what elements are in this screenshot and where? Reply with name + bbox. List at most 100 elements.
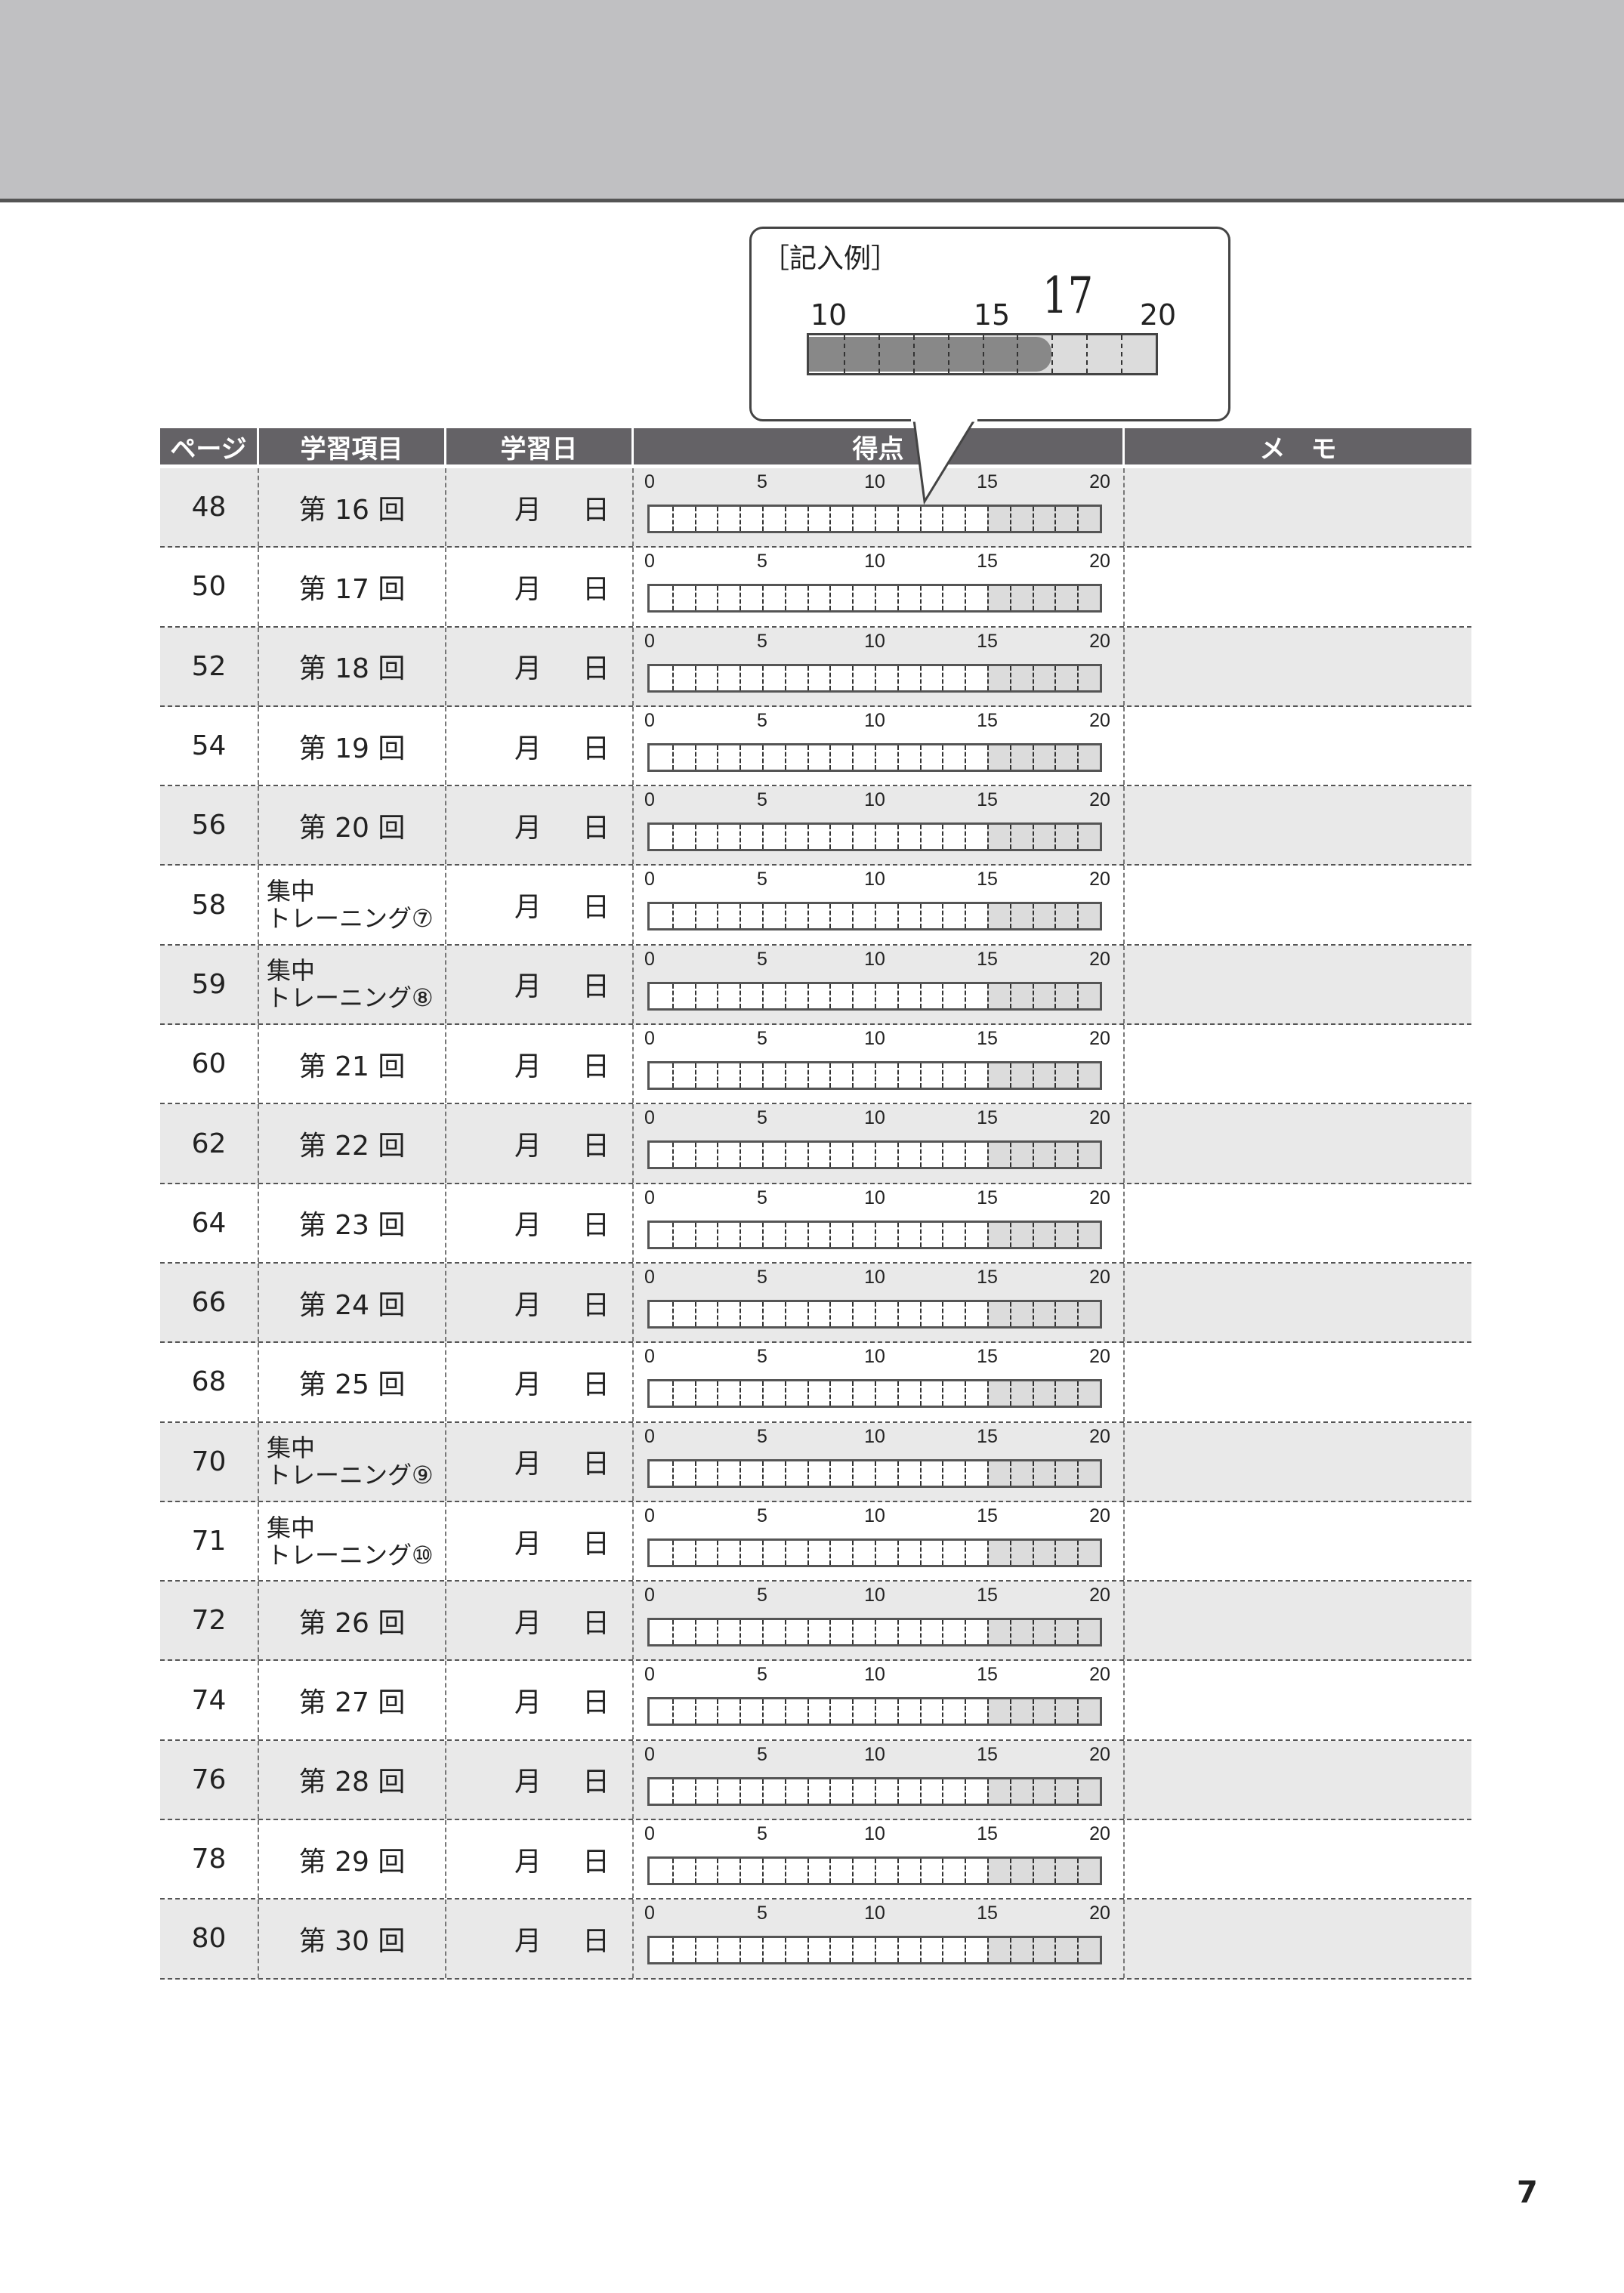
month-label: 月 bbox=[514, 733, 542, 764]
memo-cell[interactable] bbox=[1125, 1582, 1471, 1659]
score-cell[interactable]: 0 5 10 15 20 bbox=[634, 1263, 1125, 1342]
score-cell[interactable]: 0 5 10 15 20 bbox=[634, 866, 1125, 944]
score-bar[interactable] bbox=[647, 1538, 1102, 1567]
item-label: 第 18 回 bbox=[298, 653, 406, 685]
date-cell[interactable]: 月日 bbox=[446, 1820, 634, 1899]
score-bar[interactable] bbox=[647, 1697, 1102, 1727]
score-bar-shade bbox=[987, 507, 1100, 531]
score-bar-shade bbox=[987, 1699, 1100, 1724]
date-cell[interactable]: 月日 bbox=[446, 1422, 634, 1501]
bar-divider bbox=[672, 983, 674, 1008]
score-cell[interactable]: 0 5 10 15 20 bbox=[634, 945, 1125, 1024]
scale-tick-label: 5 bbox=[757, 1346, 767, 1368]
bar-divider bbox=[965, 1381, 967, 1406]
bar-divider bbox=[717, 1938, 719, 1963]
memo-cell[interactable] bbox=[1125, 1741, 1471, 1819]
bar-divider bbox=[897, 1381, 899, 1406]
day-label: 日 bbox=[582, 1210, 610, 1242]
day-label: 日 bbox=[582, 1289, 610, 1321]
score-cell[interactable]: 0 5 10 15 20 bbox=[634, 1422, 1125, 1501]
score-bar[interactable] bbox=[647, 1220, 1102, 1249]
bar-divider bbox=[784, 1222, 786, 1247]
bar-divider bbox=[784, 1779, 786, 1804]
bar-divider bbox=[762, 1143, 764, 1168]
score-bar[interactable] bbox=[647, 505, 1102, 533]
memo-cell[interactable] bbox=[1125, 468, 1471, 546]
score-cell[interactable]: 0 5 10 15 20 bbox=[634, 627, 1125, 705]
date-cell[interactable]: 月日 bbox=[446, 706, 634, 785]
score-bar[interactable] bbox=[647, 584, 1102, 613]
memo-cell[interactable] bbox=[1125, 1820, 1471, 1898]
memo-cell[interactable] bbox=[1125, 866, 1471, 943]
score-cell[interactable]: 0 5 10 15 20 bbox=[634, 1104, 1125, 1183]
bar-divider bbox=[762, 665, 764, 690]
date-cell[interactable]: 月日 bbox=[446, 1661, 634, 1739]
scale-tick-label: 0 bbox=[644, 551, 655, 572]
score-cell[interactable]: 0 5 10 15 20 bbox=[634, 1501, 1125, 1581]
score-cell[interactable]: 0 5 10 15 20 bbox=[634, 1582, 1125, 1660]
memo-cell[interactable] bbox=[1125, 1900, 1471, 1977]
memo-cell[interactable] bbox=[1125, 1343, 1471, 1421]
memo-cell[interactable] bbox=[1125, 628, 1471, 705]
memo-cell[interactable] bbox=[1125, 786, 1471, 864]
score-bar[interactable] bbox=[647, 1936, 1102, 1965]
memo-cell[interactable] bbox=[1125, 1104, 1471, 1182]
score-bar[interactable] bbox=[647, 663, 1102, 693]
score-bar[interactable] bbox=[647, 981, 1102, 1011]
memo-cell[interactable] bbox=[1125, 946, 1471, 1023]
score-bar[interactable] bbox=[647, 1458, 1102, 1488]
score-cell[interactable]: 0 5 10 15 20 bbox=[634, 706, 1125, 785]
date-cell[interactable]: 月日 bbox=[446, 548, 634, 626]
date-cell[interactable]: 月日 bbox=[446, 1025, 634, 1103]
date-cell[interactable]: 月日 bbox=[446, 1900, 634, 1978]
score-cell[interactable]: 0 5 10 15 20 bbox=[634, 1184, 1125, 1262]
memo-cell[interactable] bbox=[1125, 1264, 1471, 1341]
memo-cell[interactable] bbox=[1125, 1423, 1471, 1501]
date-cell[interactable]: 月日 bbox=[446, 1343, 634, 1421]
score-bar[interactable] bbox=[647, 1379, 1102, 1409]
date-cell[interactable]: 月日 bbox=[446, 627, 634, 705]
score-bar[interactable] bbox=[647, 902, 1102, 931]
bar-divider bbox=[739, 1301, 742, 1326]
scale-tick-label: 15 bbox=[977, 1107, 998, 1129]
score-bar[interactable] bbox=[647, 1299, 1102, 1329]
score-bar[interactable] bbox=[647, 1140, 1102, 1170]
memo-cell[interactable] bbox=[1125, 1025, 1471, 1103]
score-cell[interactable]: 0 5 10 15 20 bbox=[634, 1740, 1125, 1819]
memo-cell[interactable] bbox=[1125, 1661, 1471, 1739]
score-bar[interactable] bbox=[647, 1856, 1102, 1886]
score-cell[interactable]: 0 5 10 15 20 bbox=[634, 1820, 1125, 1899]
score-cell[interactable]: 0 5 10 15 20 bbox=[634, 1661, 1125, 1739]
score-bar[interactable] bbox=[647, 1776, 1102, 1806]
score-cell[interactable]: 0 5 10 15 20 bbox=[634, 786, 1125, 865]
score-cell[interactable]: 0 5 10 15 20 bbox=[634, 1900, 1125, 1978]
date-cell[interactable]: 月日 bbox=[446, 945, 634, 1024]
bar-divider bbox=[965, 507, 967, 531]
score-bar[interactable] bbox=[647, 822, 1102, 852]
score-bar[interactable] bbox=[647, 742, 1102, 772]
bar-divider bbox=[987, 1859, 989, 1884]
bar-divider bbox=[1032, 1540, 1034, 1565]
memo-cell[interactable] bbox=[1125, 707, 1471, 785]
date-cell[interactable]: 月日 bbox=[446, 1582, 634, 1660]
memo-cell[interactable] bbox=[1125, 548, 1471, 625]
date-cell[interactable]: 月日 bbox=[446, 786, 634, 865]
date-cell[interactable]: 月日 bbox=[446, 1184, 634, 1262]
date-cell[interactable]: 月日 bbox=[446, 1263, 634, 1342]
score-cell[interactable]: 0 5 10 15 20 bbox=[634, 1025, 1125, 1103]
month-label: 月 bbox=[514, 892, 542, 924]
date-cell[interactable]: 月日 bbox=[446, 1104, 634, 1183]
bar-divider bbox=[919, 1381, 922, 1406]
memo-cell[interactable] bbox=[1125, 1184, 1471, 1262]
date-cell[interactable]: 月日 bbox=[446, 1501, 634, 1581]
memo-cell[interactable] bbox=[1125, 1502, 1471, 1580]
score-bar[interactable] bbox=[647, 1618, 1102, 1647]
date-cell[interactable]: 月日 bbox=[446, 866, 634, 944]
score-cell[interactable]: 0 5 10 15 20 bbox=[634, 548, 1125, 626]
date-cell[interactable]: 月日 bbox=[446, 1740, 634, 1819]
score-cell[interactable]: 0 5 10 15 20 bbox=[634, 468, 1125, 547]
date-cell[interactable]: 月日 bbox=[446, 468, 634, 547]
bar-divider bbox=[1032, 1381, 1034, 1406]
score-cell[interactable]: 0 5 10 15 20 bbox=[634, 1343, 1125, 1421]
score-bar[interactable] bbox=[647, 1061, 1102, 1091]
